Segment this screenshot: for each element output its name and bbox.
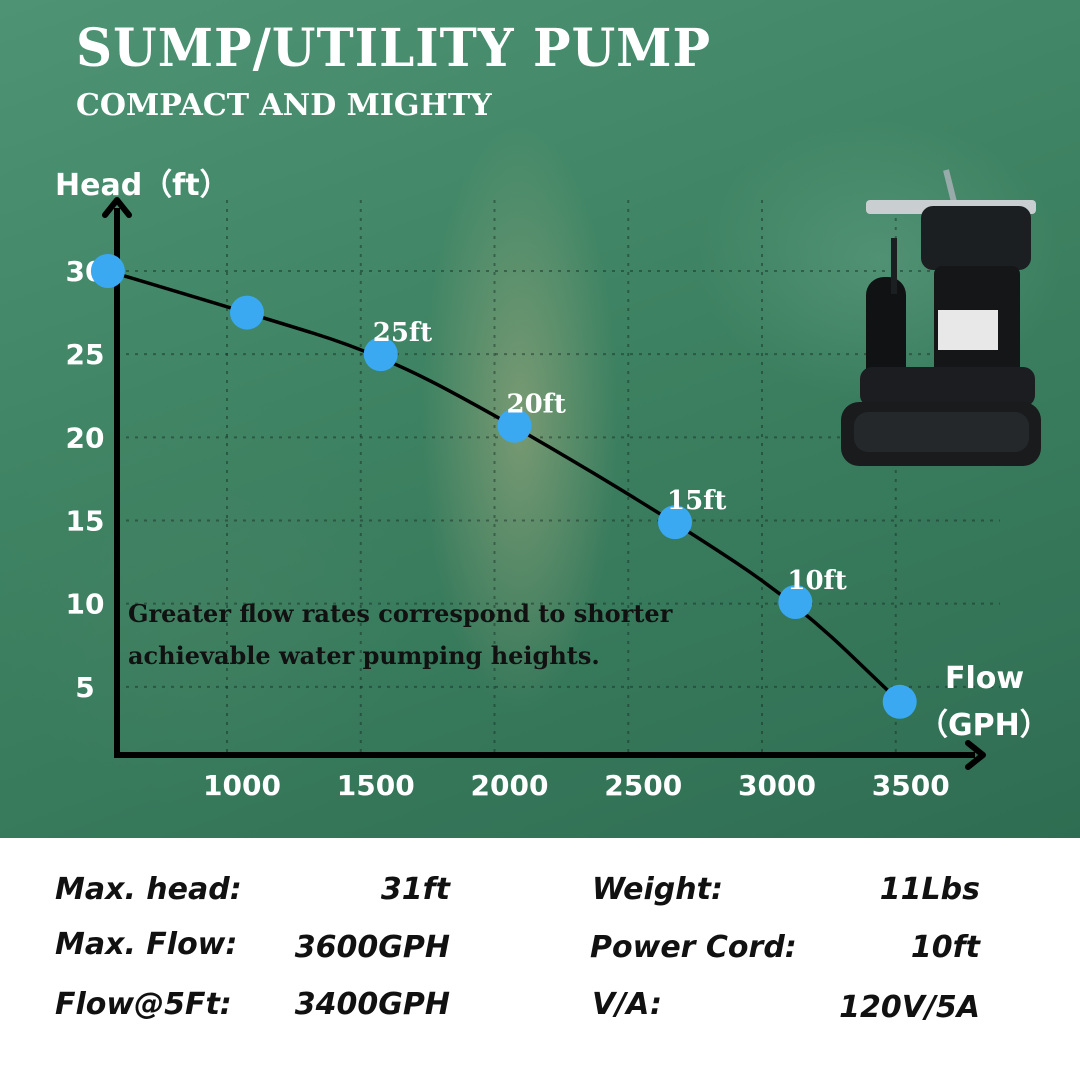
spec-label-voltage-amps: V/A: (592, 987, 662, 1022)
annotation-line-1: Greater flow rates correspond to shorter (128, 599, 673, 628)
data-point (363, 337, 398, 372)
spec-label-power-cord: Power Cord: (590, 930, 797, 965)
spec-value-max-flow: 3600GPH (294, 930, 450, 965)
y-tick-label: 10 (66, 588, 105, 621)
x-tick-label: 1500 (337, 769, 415, 802)
data-point (90, 254, 125, 289)
x-tick-label: 2500 (604, 769, 682, 802)
x-axis-title: Flow (945, 661, 1024, 696)
data-point-label: 15ft (667, 486, 726, 516)
pump-product-image (841, 169, 1041, 466)
performance-chart: Head（ft） Flow （GPH） 1000 1500 2000 2500 3000… (55, 168, 1050, 802)
hero-panel: SUMP/UTILITY PUMP COMPACT AND MIGHTY Hea… (0, 0, 1080, 838)
data-points (90, 254, 917, 719)
x-tick-label: 3000 (738, 769, 816, 802)
specs-panel: Max. head: 31ft Max. Flow: 3600GPH Flow@… (0, 838, 1080, 1080)
data-point-label: 20ft (507, 390, 566, 420)
data-point (230, 295, 264, 330)
page-title: SUMP/UTILITY PUMP (76, 16, 712, 79)
x-axis-unit: （GPH） (918, 708, 1050, 743)
spec-label-weight: Weight: (592, 872, 723, 907)
data-point-labels: 25ft 20ft 15ft 10ft (373, 318, 847, 596)
data-point (778, 585, 813, 620)
spec-label-max-head: Max. head: (55, 872, 242, 907)
x-tick-labels: 1000 1500 2000 2500 3000 3500 (203, 769, 950, 802)
y-tick-label: 5 (75, 671, 94, 704)
y-tick-label: 15 (66, 505, 105, 538)
data-point (658, 505, 692, 540)
annotation-line-2: achievable water pumping heights. (128, 641, 600, 670)
data-point-label: 10ft (787, 566, 846, 596)
spec-value-weight: 11Lbs (879, 872, 980, 907)
chart-axes (102, 197, 986, 770)
y-axis-title: Head（ft） (55, 168, 230, 203)
x-tick-label: 3500 (872, 769, 950, 802)
y-tick-label: 25 (66, 338, 105, 371)
spec-value-flow-5ft: 3400GPH (294, 987, 450, 1022)
data-point (497, 408, 532, 443)
x-tick-label: 1000 (203, 769, 281, 802)
spec-value-power-cord: 10ft (910, 930, 980, 965)
spec-label-flow-5ft: Flow@5Ft: (55, 987, 232, 1022)
data-point-label: 25ft (373, 318, 432, 348)
spec-value-max-head: 31ft (380, 872, 450, 907)
data-point (882, 684, 917, 719)
page-subtitle: COMPACT AND MIGHTY (76, 88, 492, 123)
x-axis-arrow (965, 740, 986, 770)
spec-label-max-flow: Max. Flow: (55, 927, 238, 962)
y-axis-arrow (102, 197, 132, 218)
x-tick-label: 2000 (471, 769, 549, 802)
y-tick-label: 20 (66, 421, 105, 454)
spec-value-voltage-amps: 120V/5A (839, 990, 980, 1025)
